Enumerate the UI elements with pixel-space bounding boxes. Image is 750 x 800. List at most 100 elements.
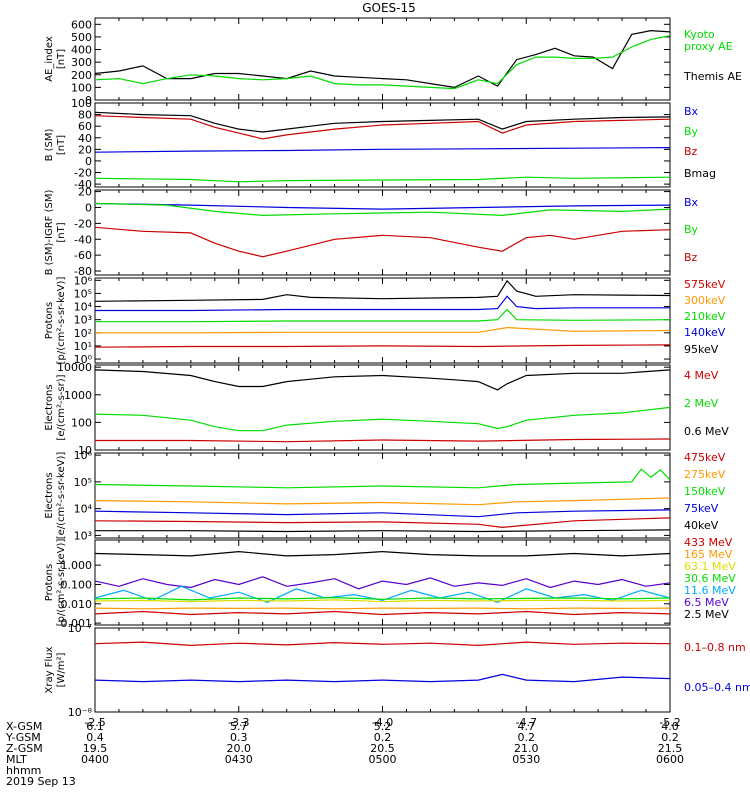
legend-entry: 0.05–0.4 nm — [684, 681, 750, 694]
series-line-green — [94, 35, 671, 90]
y-tick-label: 400 — [71, 44, 92, 57]
legend-entry: By — [684, 223, 699, 236]
x-tick-label: -3.3 — [228, 716, 249, 729]
legend-entry: Bz — [684, 145, 698, 158]
y-tick-label: -80 — [74, 265, 92, 278]
series-line-red — [94, 344, 671, 348]
footer-value: 0500 — [369, 753, 397, 766]
y-tick-label: 40 — [78, 132, 92, 145]
panel-7: 0.001 0.010 0.100 1.000 Protons [p/(cm²-s-sr-… — [44, 536, 736, 630]
series-line-black — [94, 279, 671, 302]
legend-entry: 300keV — [684, 294, 726, 307]
panel-legend: 575keV 300keV 210keV 140keV 95keV — [684, 278, 726, 356]
legend-entry: Bx — [684, 196, 699, 209]
footer-value: 19.5 — [83, 742, 108, 755]
legend-entry: By — [684, 125, 699, 138]
legend-entry: 11.6 MeV — [684, 584, 736, 597]
y-tick-label: 10³ — [74, 529, 92, 542]
y-tick-label: -40 — [74, 178, 92, 191]
panel-frame — [94, 627, 671, 713]
footer-value: 0.3 — [230, 731, 248, 744]
y-tick-label: 0 — [85, 201, 92, 214]
y-tick-label: 10³ — [74, 314, 92, 327]
series-line-red — [95, 438, 671, 443]
legend-entry: 275keV — [684, 468, 726, 481]
series-line-green — [94, 176, 671, 183]
series-line-blue — [94, 509, 671, 518]
series-line-red — [94, 115, 671, 140]
y-tick-label: -40 — [74, 233, 92, 246]
y-tick-label: -20 — [74, 217, 92, 230]
y-tick-label: -60 — [74, 249, 92, 262]
legend-entry: 6.5 MeV — [684, 596, 729, 609]
y-axis-label: [nT] — [56, 222, 67, 242]
y-tick-label: 0.100 — [61, 578, 93, 591]
y-tick-label: 0.010 — [61, 598, 93, 611]
y-tick-label: 20 — [78, 186, 92, 199]
footer-row-label: X-GSM — [6, 720, 42, 733]
x-tick-label: -2.5 — [84, 716, 105, 729]
legend-entry: Kyoto — [684, 28, 715, 41]
y-axis-label: B (SM)-IGRF (SM) — [44, 190, 55, 276]
y-axis-label: B (SM) — [44, 128, 55, 161]
y-axis-label: Electrons — [44, 472, 55, 518]
series-line-blue — [94, 673, 671, 683]
y-tick-label: 80 — [78, 109, 92, 122]
y-axis-label: [nT] — [56, 135, 67, 155]
y-tick-label: 1000 — [64, 389, 92, 402]
legend-entry: 210keV — [684, 310, 726, 323]
legend-entry: 475keV — [684, 451, 726, 464]
series-line-purple — [94, 576, 671, 590]
y-tick-label: 10⁻⁷ — [68, 622, 92, 635]
panel-6: 10³ 10⁴ 10⁵ 10⁶ Electrons [e/(cm²-s-sr-keV)] 4… — [44, 449, 726, 542]
series-line-red — [94, 641, 671, 647]
x-tick-label: -4.0 — [372, 716, 393, 729]
x-tick-label: -5.2 — [659, 716, 680, 729]
footer-value: 0.2 — [518, 731, 536, 744]
footer-value: 0530 — [512, 753, 540, 766]
legend-entry: 0.6 MeV — [684, 425, 729, 438]
series-line-cyan — [94, 585, 671, 603]
series-line-orange — [94, 607, 671, 610]
legend-entry: 30.6 MeV — [684, 572, 736, 585]
y-tick-label: 20 — [78, 143, 92, 156]
legend-entry: 575keV — [684, 278, 726, 291]
legend-entry: 95keV — [684, 343, 719, 356]
y-tick-label: 100 — [71, 97, 92, 110]
y-tick-label: 300 — [71, 56, 92, 69]
footer-row-label: Y-GSM — [5, 731, 41, 744]
legend-entry: Themis AE — [683, 70, 742, 83]
legend-entry: 4 MeV — [684, 369, 719, 382]
y-tick-label: 10⁻⁸ — [68, 706, 93, 719]
legend-entry: 433 MeV — [684, 536, 733, 549]
y-tick-label: 10⁴ — [74, 301, 93, 314]
footer-value: 21.5 — [658, 742, 683, 755]
legend-entry: 75keV — [684, 502, 719, 515]
panel-frame — [94, 452, 671, 539]
legend-entry: 150keV — [684, 485, 726, 498]
y-axis-label: [p/(cm²-s-sr-keV)] — [56, 277, 67, 365]
footer-row-label: Z-GSM — [6, 742, 43, 755]
legend-entry: 2 MeV — [684, 397, 719, 410]
y-tick-label: 10⁴ — [74, 503, 93, 516]
series-line-blue — [95, 295, 670, 312]
series-line-red — [94, 226, 671, 258]
panel-8: 10⁻⁸ 10⁻⁷ Xray Flux [W/m²] 0.1–0.8 nm 0.05–0.… — [44, 622, 750, 729]
y-axis-label: Electrons — [44, 384, 55, 430]
series-line-black — [95, 529, 671, 533]
footer-value: 4.0 — [661, 720, 679, 733]
y-axis-label: [e/(cm²-s-sr-keV)] — [56, 452, 67, 540]
footer-value: 0.4 — [86, 731, 104, 744]
panel-legend: 0.1–0.8 nm 0.05–0.4 nm — [684, 641, 750, 694]
legend-entry: 0.1–0.8 nm — [684, 641, 746, 654]
footer-value: 21.0 — [514, 742, 539, 755]
series-line-black — [94, 369, 671, 391]
x-tick-label: -4.7 — [516, 716, 537, 729]
series-line-green — [94, 596, 671, 601]
y-tick-label: 10⁶ — [74, 449, 93, 462]
